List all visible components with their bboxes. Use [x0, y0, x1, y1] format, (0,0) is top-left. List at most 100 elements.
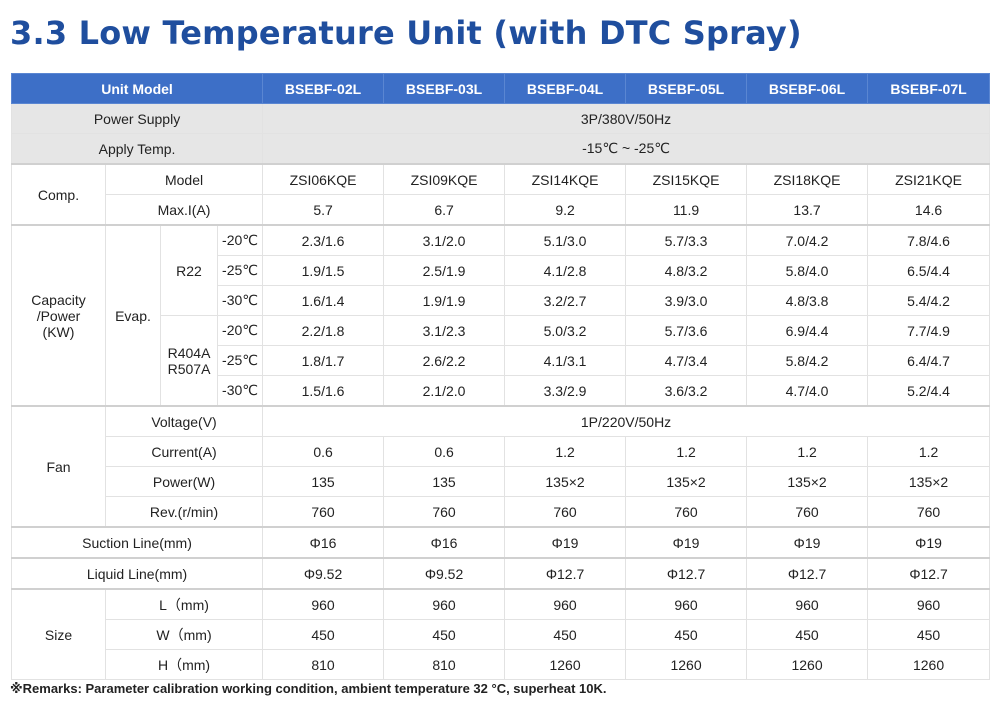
- table-cell: 135×2: [867, 466, 991, 497]
- table-cell: 5.1/3.0: [504, 224, 627, 256]
- comp-model-row: Comp. Model ZSI06KQE ZSI09KQE ZSI14KQE Z…: [11, 163, 991, 226]
- evap-label: Evap.: [105, 224, 161, 407]
- table-cell: 450: [867, 619, 991, 650]
- capacity-row: -25℃ 1.9/1.5 2.5/1.9 4.1/2.8 4.8/3.2 5.8…: [12, 255, 991, 286]
- comp-model-label: Model: [104, 163, 264, 195]
- table-cell: 960: [625, 588, 748, 620]
- suction-line-label: Suction Line(mm): [10, 526, 264, 559]
- table-cell: Φ19: [625, 526, 748, 559]
- table-cell: 6.5/4.4: [867, 255, 991, 286]
- table-cell: 760: [867, 496, 991, 528]
- fan-voltage-value: 1P/220V/50Hz: [262, 405, 991, 437]
- capacity-label-line: Capacity: [31, 291, 86, 308]
- table-cell: ZSI21KQE: [867, 163, 991, 195]
- power-supply-value: 3P/380V/50Hz: [262, 103, 991, 134]
- table-cell: 760: [746, 496, 869, 528]
- fan-power-row: Power(W) 135 135 135×2 135×2 135×2 135×2: [12, 466, 991, 497]
- table-cell: 960: [867, 588, 991, 620]
- fan-label: Fan: [11, 405, 106, 528]
- table-cell: 4.1/2.8: [504, 255, 627, 286]
- fan-current-row: Current(A) 0.6 0.6 1.2 1.2 1.2 1.2: [12, 436, 991, 467]
- capacity-row: -30℃ 1.5/1.6 2.1/2.0 3.3/2.9 3.6/3.2 4.7…: [12, 375, 991, 407]
- table-cell: 1.2: [504, 436, 627, 467]
- fan-voltage-label: Voltage(V): [104, 405, 264, 437]
- table-cell: Φ19: [746, 526, 869, 559]
- table-cell: 135×2: [746, 466, 869, 497]
- model-header: BSEBF-07L: [867, 73, 991, 104]
- temp-label: -30℃: [216, 285, 264, 316]
- table-cell: Φ12.7: [625, 557, 748, 590]
- liquid-line-row: Liquid Line(mm) Φ9.52 Φ9.52 Φ12.7 Φ12.7 …: [10, 557, 991, 590]
- table-cell: 6.4/4.7: [867, 345, 991, 376]
- table-cell: 1260: [504, 649, 627, 680]
- liquid-line-label: Liquid Line(mm): [10, 557, 264, 590]
- table-cell: 760: [625, 496, 748, 528]
- table-cell: 7.8/4.6: [867, 224, 991, 256]
- table-cell: 3.2/2.7: [504, 285, 627, 316]
- table-cell: ZSI18KQE: [746, 163, 869, 195]
- table-cell: 135: [383, 466, 506, 497]
- table-cell: Φ12.7: [746, 557, 869, 590]
- table-cell: 1260: [867, 649, 991, 680]
- comp-max-current-row: Max.I(A) 5.7 6.7 9.2 11.9 13.7 14.6: [12, 194, 991, 226]
- table-cell: 2.6/2.2: [383, 345, 506, 376]
- table-cell: Φ12.7: [504, 557, 627, 590]
- temp-label: -20℃: [216, 315, 264, 346]
- temp-label: -25℃: [216, 345, 264, 376]
- model-header: BSEBF-05L: [625, 73, 748, 104]
- fan-power-label: Power(W): [104, 466, 264, 497]
- table-cell: 5.7/3.6: [625, 315, 748, 346]
- table-cell: 135×2: [625, 466, 748, 497]
- table-cell: 2.1/2.0: [383, 375, 506, 407]
- table-cell: 2.3/1.6: [262, 224, 385, 256]
- model-header: BSEBF-06L: [746, 73, 869, 104]
- table-cell: 5.2/4.4: [867, 375, 991, 407]
- page-title: 3.3 Low Temperature Unit (with DTC Spray…: [10, 14, 802, 52]
- power-supply-label: Power Supply: [10, 103, 264, 134]
- table-cell: 3.9/3.0: [625, 285, 748, 316]
- table-cell: Φ16: [262, 526, 385, 559]
- table-cell: 450: [262, 619, 385, 650]
- table-cell: 810: [383, 649, 506, 680]
- capacity-row: -30℃ 1.6/1.4 1.9/1.9 3.2/2.7 3.9/3.0 4.8…: [12, 285, 991, 316]
- refrigerant-r22-label: R22: [160, 224, 218, 316]
- table-cell: 1.5/1.6: [262, 375, 385, 407]
- table-cell: 960: [746, 588, 869, 620]
- table-cell: 5.7/3.3: [625, 224, 748, 256]
- fan-rev-row: Rev.(r/min) 760 760 760 760 760 760: [12, 496, 991, 528]
- table-cell: 4.8/3.8: [746, 285, 869, 316]
- power-supply-row: Power Supply 3P/380V/50Hz: [10, 103, 991, 134]
- table-cell: 135×2: [504, 466, 627, 497]
- table-cell: 14.6: [867, 194, 991, 226]
- table-cell: Φ19: [504, 526, 627, 559]
- capacity-label: Capacity /Power (KW): [11, 224, 106, 407]
- table-cell: 7.7/4.9: [867, 315, 991, 346]
- table-cell: 4.7/3.4: [625, 345, 748, 376]
- capacity-row: Capacity /Power (KW) Evap. R22 -20℃ 2.3/…: [11, 224, 991, 407]
- table-cell: 1.6/1.4: [262, 285, 385, 316]
- table-cell: 5.0/3.2: [504, 315, 627, 346]
- apply-temp-value: -15℃ ~ -25℃: [262, 133, 991, 165]
- table-cell: ZSI14KQE: [504, 163, 627, 195]
- fan-current-label: Current(A): [104, 436, 264, 467]
- size-w-label: W（mm): [104, 619, 264, 650]
- table-cell: 7.0/4.2: [746, 224, 869, 256]
- size-l-label: L（mm): [104, 588, 264, 620]
- capacity-row: -25℃ 1.8/1.7 2.6/2.2 4.1/3.1 4.7/3.4 5.8…: [12, 345, 991, 376]
- size-label: Size: [11, 588, 106, 680]
- table-cell: 1.2: [625, 436, 748, 467]
- table-cell: 6.7: [383, 194, 506, 226]
- comp-label: Comp.: [11, 163, 106, 226]
- table-cell: 3.1/2.3: [383, 315, 506, 346]
- table-cell: 960: [262, 588, 385, 620]
- remarks-note: ※Remarks: Parameter calibration working …: [10, 681, 607, 696]
- spec-table: Unit Model BSEBF-02L BSEBF-03L BSEBF-04L…: [10, 73, 991, 680]
- table-cell: 1260: [746, 649, 869, 680]
- table-cell: 450: [746, 619, 869, 650]
- apply-temp-row: Apply Temp. -15℃ ~ -25℃: [10, 133, 991, 165]
- header-row: Unit Model BSEBF-02L BSEBF-03L BSEBF-04L…: [10, 73, 991, 104]
- table-cell: 0.6: [262, 436, 385, 467]
- table-cell: 2.2/1.8: [262, 315, 385, 346]
- refrigerant-r404a-label: R404A R507A: [160, 315, 218, 407]
- table-cell: 1.2: [746, 436, 869, 467]
